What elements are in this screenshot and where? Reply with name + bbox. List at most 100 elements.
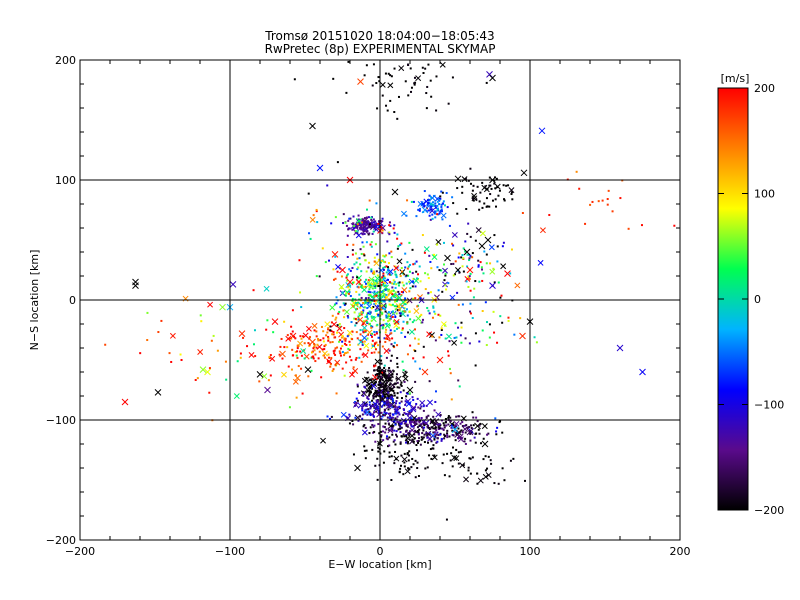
data-point-x-stroke: [357, 78, 364, 85]
data-point: [412, 463, 415, 466]
data-point: [442, 453, 445, 456]
data-point: [368, 232, 371, 235]
data-point: [385, 314, 388, 317]
data-point: [432, 201, 435, 204]
data-point: [388, 324, 391, 327]
data-point-x-marker: [444, 254, 451, 262]
data-point: [483, 250, 486, 253]
data-point: [370, 270, 373, 273]
data-point: [458, 385, 461, 388]
data-point: [401, 291, 404, 294]
data-point: [486, 467, 489, 470]
data-point: [356, 276, 359, 279]
colorbar-tick-label: 100: [754, 188, 775, 201]
data-point: [397, 411, 400, 414]
data-point: [297, 365, 300, 368]
data-point: [355, 302, 358, 305]
data-point: [401, 310, 404, 313]
data-point-x-marker: [421, 206, 429, 214]
data-point: [421, 318, 424, 321]
data-point-x-marker: [361, 429, 368, 436]
data-point: [377, 386, 380, 389]
data-point: [348, 422, 351, 425]
data-point: [425, 416, 428, 419]
data-point: [364, 411, 367, 414]
data-point: [407, 331, 410, 334]
data-point-x-stroke: [384, 333, 391, 340]
data-point: [408, 402, 411, 405]
data-point: [434, 210, 437, 213]
data-point: [452, 423, 455, 426]
data-point: [480, 268, 483, 271]
data-point: [307, 375, 310, 378]
data-point: [381, 289, 384, 292]
data-point: [366, 220, 369, 223]
data-point: [417, 440, 420, 443]
data-point: [441, 218, 444, 221]
data-point: [418, 428, 421, 431]
data-point: [392, 289, 395, 292]
data-point: [464, 250, 467, 253]
data-point: [396, 309, 399, 312]
data-point: [361, 417, 364, 420]
data-point: [364, 259, 367, 262]
data-point-x-stroke: [346, 278, 354, 286]
data-point: [362, 285, 365, 288]
y-tick-label: −200: [46, 534, 76, 547]
data-point: [398, 413, 401, 416]
data-point: [409, 421, 412, 424]
data-point: [425, 404, 428, 407]
data-point: [469, 289, 472, 292]
data-point: [317, 338, 320, 341]
data-point-x-marker: [229, 281, 237, 288]
data-point: [376, 377, 379, 380]
data-point: [415, 402, 418, 405]
data-point: [326, 359, 329, 362]
data-point: [480, 442, 483, 445]
data-point: [379, 383, 382, 386]
data-point-x-marker: [500, 263, 507, 270]
data-point: [376, 253, 379, 256]
data-point: [239, 352, 242, 355]
data-point: [310, 369, 313, 372]
data-point: [400, 331, 403, 334]
data-point-x-marker: [401, 210, 407, 217]
data-point: [327, 328, 330, 331]
data-point: [383, 266, 386, 269]
data-point: [397, 245, 400, 248]
data-point: [443, 433, 446, 436]
data-point: [492, 310, 495, 313]
data-point-x-stroke: [409, 427, 416, 434]
data-point: [497, 482, 500, 485]
data-point: [375, 332, 378, 335]
data-point-x-stroke: [396, 258, 403, 265]
data-point: [456, 187, 459, 190]
data-point: [486, 433, 489, 436]
data-point: [357, 221, 360, 224]
data-point: [346, 286, 349, 289]
data-point-x-marker: [391, 188, 399, 196]
data-point: [365, 230, 368, 233]
data-point: [449, 372, 452, 375]
data-point: [307, 192, 310, 195]
data-point: [316, 343, 319, 346]
data-point: [451, 196, 454, 199]
data-point: [399, 391, 402, 394]
data-point-x-marker: [219, 303, 226, 311]
data-point: [386, 278, 389, 281]
data-point: [386, 374, 389, 377]
data-point: [444, 337, 447, 340]
data-point: [457, 427, 460, 430]
data-point-x-marker: [316, 164, 324, 172]
data-point: [370, 319, 373, 322]
data-point: [437, 313, 440, 316]
data-point: [343, 337, 346, 340]
data-point: [355, 331, 358, 334]
data-point: [332, 331, 335, 334]
data-point: [383, 275, 386, 278]
data-point: [367, 312, 370, 315]
data-point: [385, 387, 388, 390]
data-point-x-marker: [289, 332, 297, 340]
data-point: [374, 373, 377, 376]
data-point: [388, 429, 391, 432]
